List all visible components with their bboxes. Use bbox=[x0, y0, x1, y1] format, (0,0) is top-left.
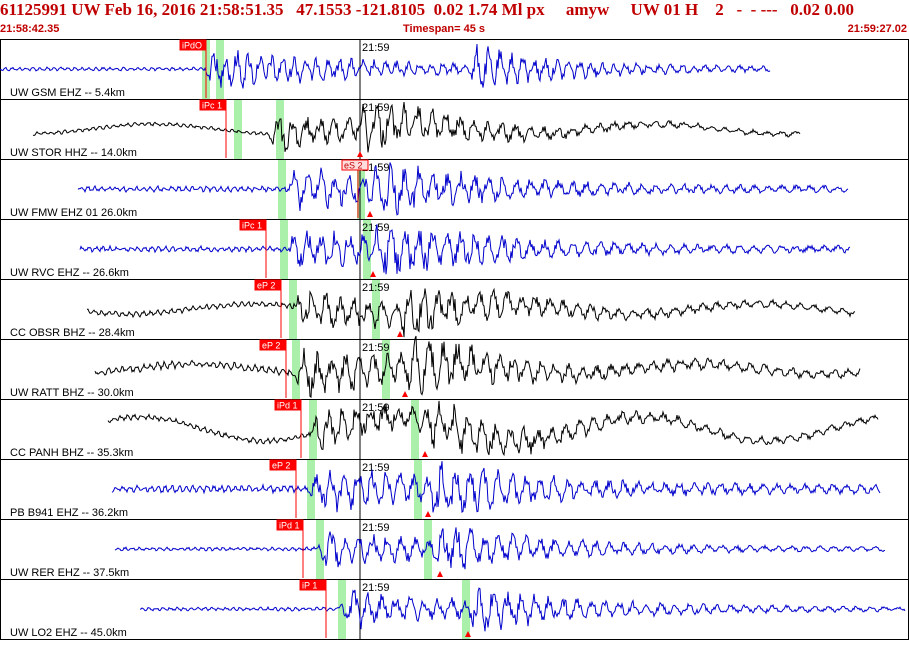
channel-row[interactable]: 21:59 iPdO UW GSM EHZ -- 5.4km bbox=[0, 39, 909, 100]
channel-row-border bbox=[0, 339, 909, 400]
phase-pick-box[interactable] bbox=[299, 579, 327, 591]
arrival-marker-icon bbox=[402, 391, 408, 397]
channel-row[interactable]: 21:59 iP 1 UW LO2 EHZ -- 45.0km bbox=[0, 579, 909, 640]
phase-pick-label: eP 2 bbox=[272, 461, 290, 471]
s-window-band bbox=[411, 400, 419, 459]
s-window-band bbox=[382, 340, 390, 399]
event-summary-title: 61125991 UW Feb 16, 2016 21:58:51.35 47.… bbox=[0, 0, 855, 19]
channel-row[interactable]: 21:59 eP 2 UW RATT BHZ -- 30.0km bbox=[0, 335, 909, 400]
seismic-waveform bbox=[86, 287, 856, 338]
channel-label: UW LO2 EHZ -- 45.0km bbox=[10, 627, 127, 639]
channel-label: CC PANH BHZ -- 35.3km bbox=[10, 447, 133, 459]
seismic-waveform bbox=[77, 162, 849, 216]
p-window-band bbox=[338, 580, 346, 639]
phase-pick-box[interactable] bbox=[269, 459, 297, 471]
phase-pick-label: iP 1 bbox=[302, 581, 317, 591]
phase-pick-box[interactable] bbox=[254, 279, 282, 291]
seismic-waveform bbox=[107, 400, 879, 457]
channel-label: UW RVC EHZ -- 26.6km bbox=[10, 267, 129, 279]
start-time-label: 21:58:42.35 bbox=[0, 23, 60, 35]
p-window-band bbox=[280, 220, 288, 279]
arrival-marker-icon bbox=[425, 511, 431, 517]
arrival-marker-icon bbox=[367, 211, 373, 217]
s-window-band bbox=[424, 520, 432, 579]
phase-pick-label: eS 2 bbox=[344, 161, 363, 171]
timespan-label: Timespan= 45 s bbox=[403, 23, 486, 35]
channel-label: UW FMW EHZ 01 26.0km bbox=[10, 207, 137, 219]
seismic-waveform bbox=[79, 224, 851, 275]
channel-label: UW RATT BHZ -- 30.0km bbox=[10, 387, 134, 399]
seismogram-panel[interactable]: 21:59 iPdO UW GSM EHZ -- 5.4km 21:59 iPc 1 UW… bbox=[0, 39, 909, 640]
s-window-band bbox=[462, 580, 470, 639]
s-window-band bbox=[216, 40, 224, 99]
minute-tick-label: 21:59 bbox=[362, 282, 390, 294]
s-window-band bbox=[276, 100, 284, 159]
phase-pick-box[interactable] bbox=[276, 519, 304, 531]
seismic-waveform bbox=[111, 461, 881, 514]
seismic-waveform bbox=[94, 335, 861, 399]
channel-row[interactable]: 21:59 eP 2 PB B941 EHZ -- 36.2km bbox=[0, 459, 909, 520]
s-window-band bbox=[357, 160, 365, 219]
channel-label: UW STOR HHZ -- 14.0km bbox=[10, 147, 137, 159]
phase-pick-label: iPd 1 bbox=[277, 401, 298, 411]
minute-tick-label: 21:59 bbox=[362, 522, 390, 534]
phase-pick-box[interactable] bbox=[341, 159, 369, 171]
p-window-band bbox=[289, 280, 297, 339]
phase-pick-box[interactable] bbox=[179, 39, 207, 51]
phase-pick-label: eP 2 bbox=[257, 281, 275, 291]
end-time-label: 21:59:27.02 bbox=[847, 23, 907, 35]
phase-pick-label: iPc 1 bbox=[242, 221, 262, 231]
phase-pick-box[interactable] bbox=[239, 219, 267, 231]
channel-row[interactable]: 21:59 eP 2 CC OBSR BHZ -- 28.4km bbox=[0, 279, 909, 340]
channel-label: CC OBSR BHZ -- 28.4km bbox=[10, 327, 135, 339]
arrival-marker-icon bbox=[357, 151, 363, 157]
minute-tick-label: 21:59 bbox=[362, 42, 390, 54]
s-window-band bbox=[372, 280, 380, 339]
phase-pick-label: iPd 1 bbox=[279, 521, 300, 531]
phase-pick-label: iPdO bbox=[182, 41, 202, 51]
arrival-marker-icon bbox=[397, 331, 403, 337]
s-window-band bbox=[414, 460, 422, 519]
phase-pick-label: iPc 1 bbox=[202, 101, 222, 111]
p-window-band bbox=[234, 100, 242, 159]
seismic-waveform bbox=[32, 101, 801, 153]
minute-tick-label: 21:59 bbox=[362, 462, 390, 474]
arrival-marker-icon bbox=[422, 451, 428, 457]
minute-tick-label: 21:59 bbox=[362, 342, 390, 354]
phase-pick-box[interactable] bbox=[259, 339, 287, 351]
channel-row[interactable]: 21:59 iPd 1 UW RER EHZ -- 37.5km bbox=[0, 519, 909, 580]
phase-pick-box[interactable] bbox=[274, 399, 302, 411]
arrival-marker-icon bbox=[437, 571, 443, 577]
phase-pick-box[interactable] bbox=[199, 99, 227, 111]
channel-row-border bbox=[0, 579, 909, 640]
channel-label: PB B941 EHZ -- 36.2km bbox=[10, 507, 128, 519]
p-window-band bbox=[292, 340, 300, 399]
seismic-waveform bbox=[0, 44, 771, 89]
seismic-waveform bbox=[139, 587, 906, 632]
event-header: 61125991 UW Feb 16, 2016 21:58:51.35 47.… bbox=[0, 0, 909, 35]
p-window-band bbox=[307, 460, 315, 519]
trace-canvas[interactable]: 21:59 iPdO UW GSM EHZ -- 5.4km 21:59 iPc 1 UW… bbox=[0, 39, 909, 640]
minute-tick-label: 21:59 bbox=[362, 582, 390, 594]
channel-label: UW RER EHZ -- 37.5km bbox=[10, 567, 129, 579]
arrival-marker-icon bbox=[465, 631, 471, 637]
arrival-marker-icon bbox=[370, 271, 376, 277]
channel-label: UW GSM EHZ -- 5.4km bbox=[10, 87, 125, 99]
phase-pick-label: eP 2 bbox=[262, 341, 280, 351]
channel-row-border bbox=[0, 39, 909, 100]
seismic-waveform bbox=[114, 527, 886, 570]
